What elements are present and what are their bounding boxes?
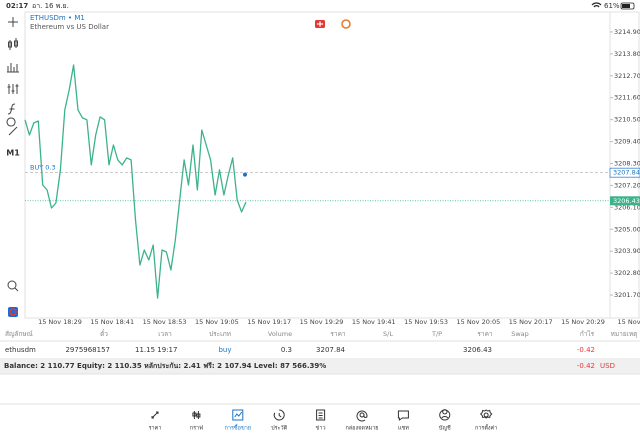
column-header: ตั๋ว [100,329,108,338]
position-marker [243,172,247,177]
bid-price-label: 3206.43 [613,197,640,205]
search-tool[interactable] [7,280,17,290]
trade-icon-plus [317,21,323,27]
crosshair-tool[interactable] [8,17,18,27]
currency: USD [600,362,615,370]
column-header: ราคา [330,330,345,338]
wifi-icon [591,2,602,8]
buy-price-box [609,167,640,178]
tab-label[interactable]: กราฟ [190,425,203,432]
tab-label[interactable]: ประวัติ [271,425,287,432]
column-header: ราคา [477,330,492,338]
y-tick-label: 3211.60 [614,94,640,102]
column-header: เวลา [158,330,172,338]
function-tool[interactable] [7,103,16,115]
tab-icon[interactable] [316,409,326,421]
chart-symbol: ETHUSDm • M1 [30,14,85,22]
x-tick-label: 15 Nov 20:17 [509,318,553,326]
x-tick-label: 15 Nov 18:29 [38,318,82,326]
y-tick-label: 3203.90 [614,247,640,255]
tab-icon[interactable] [479,409,493,419]
battery-icon [620,2,635,10]
timeframe-button[interactable]: M1 [6,149,20,158]
objects-tool[interactable] [6,117,18,136]
battery-level [622,4,630,8]
column-header: Volume [268,330,292,338]
y-tick-label: 3209.40 [614,138,640,146]
x-tick-label: 15 Nov 20:05 [456,318,500,326]
y-tick-label: 3213.80 [614,50,640,58]
buy-price-label: 3207.84 [613,169,640,177]
tab-label[interactable]: บัญชี [439,425,451,432]
chart-type-tool[interactable] [8,38,18,50]
tab-label[interactable]: ข่าว [316,426,326,432]
y-tick-label: 3201.70 [614,291,640,299]
tab-icon[interactable] [151,411,159,419]
chart-frame [24,11,640,319]
x-tick-label: 15 Nov 18:53 [143,318,187,326]
status-time: 02:17 [6,2,28,10]
app-logo-ring [9,308,17,316]
buy-level-label: BUY 0.3 [30,164,56,172]
tab-label[interactable]: การซื้อขาย [225,424,251,432]
status-battery: 61% [604,2,620,10]
column-header: กำไร [580,330,595,338]
tab-icon[interactable] [397,410,409,421]
x-tick-label: 15 Nov 19:29 [300,318,344,326]
tab-label[interactable]: แชท [398,425,409,432]
tab-icon[interactable] [273,409,285,421]
cell-ticket: 2975968157 [65,346,110,354]
tab-label[interactable]: กล่องจดหมาย [345,426,378,432]
account-summary: Balance: 2 110.77 Equity: 2 110.35 หลักป… [4,362,326,370]
tab-label[interactable]: การตั้งค่า [475,424,497,432]
y-tick-label: 3205.00 [614,225,640,233]
x-tick-label: 15 Nov 19:05 [195,318,239,326]
y-tick-label: 3202.80 [614,269,640,277]
column-header: T/P [431,330,442,338]
tab-icon[interactable] [356,410,368,422]
x-tick-label: 15 Nov 18:41 [90,318,134,326]
x-tick-label: 15 Nov 19:17 [247,318,291,326]
y-tick-label: 3212.70 [614,72,640,80]
cell-open-price: 3207.84 [316,346,345,354]
indicators-tool[interactable] [7,63,19,73]
tab-icon[interactable] [232,409,244,421]
tab-icon[interactable] [192,411,201,419]
column-header: S/L [383,330,393,338]
search-tool-handle [14,287,19,292]
cell-profit: -0.42 [577,346,595,354]
cell-symbol[interactable]: ethusdm [5,346,36,354]
left-toolbar [6,17,19,292]
total-profit: -0.42 [577,362,595,370]
cell-time: 11.15 19:17 [135,346,177,354]
x-tick-label: 15 Nov 19:53 [404,318,448,326]
tab-label[interactable]: ราคา [149,426,162,432]
tab-icon[interactable] [439,409,451,421]
cell-price: 3206.43 [463,346,492,354]
column-header: ประเภท [209,330,231,338]
price-line [24,64,247,299]
indicator-icon[interactable] [341,19,351,29]
settings-tool[interactable] [7,84,19,94]
column-header: Swap [511,330,529,338]
y-tick-label: 3207.20 [614,181,640,189]
y-tick-label: 3208.30 [614,160,640,168]
status-date: อา. 16 พ.ย. [32,2,69,10]
bid-price-box [610,196,640,206]
chart-description: Ethereum vs US Dollar [30,23,109,31]
column-header: สัญลักษณ์ [5,330,33,338]
y-tick-label: 3210.50 [614,116,640,124]
y-tick-label: 3206.10 [614,203,640,211]
x-tick-label: 15 Nov 20:29 [561,318,605,326]
cell-volume: 0.3 [281,346,292,354]
column-header: หมายเหตุ [611,330,638,338]
cell-type: buy [218,346,231,354]
x-tick-label: 15 Nov 20: [618,318,640,326]
summary-row [0,358,640,374]
y-tick-label: 3214.90 [614,28,640,36]
x-tick-label: 15 Nov 19:41 [352,318,396,326]
